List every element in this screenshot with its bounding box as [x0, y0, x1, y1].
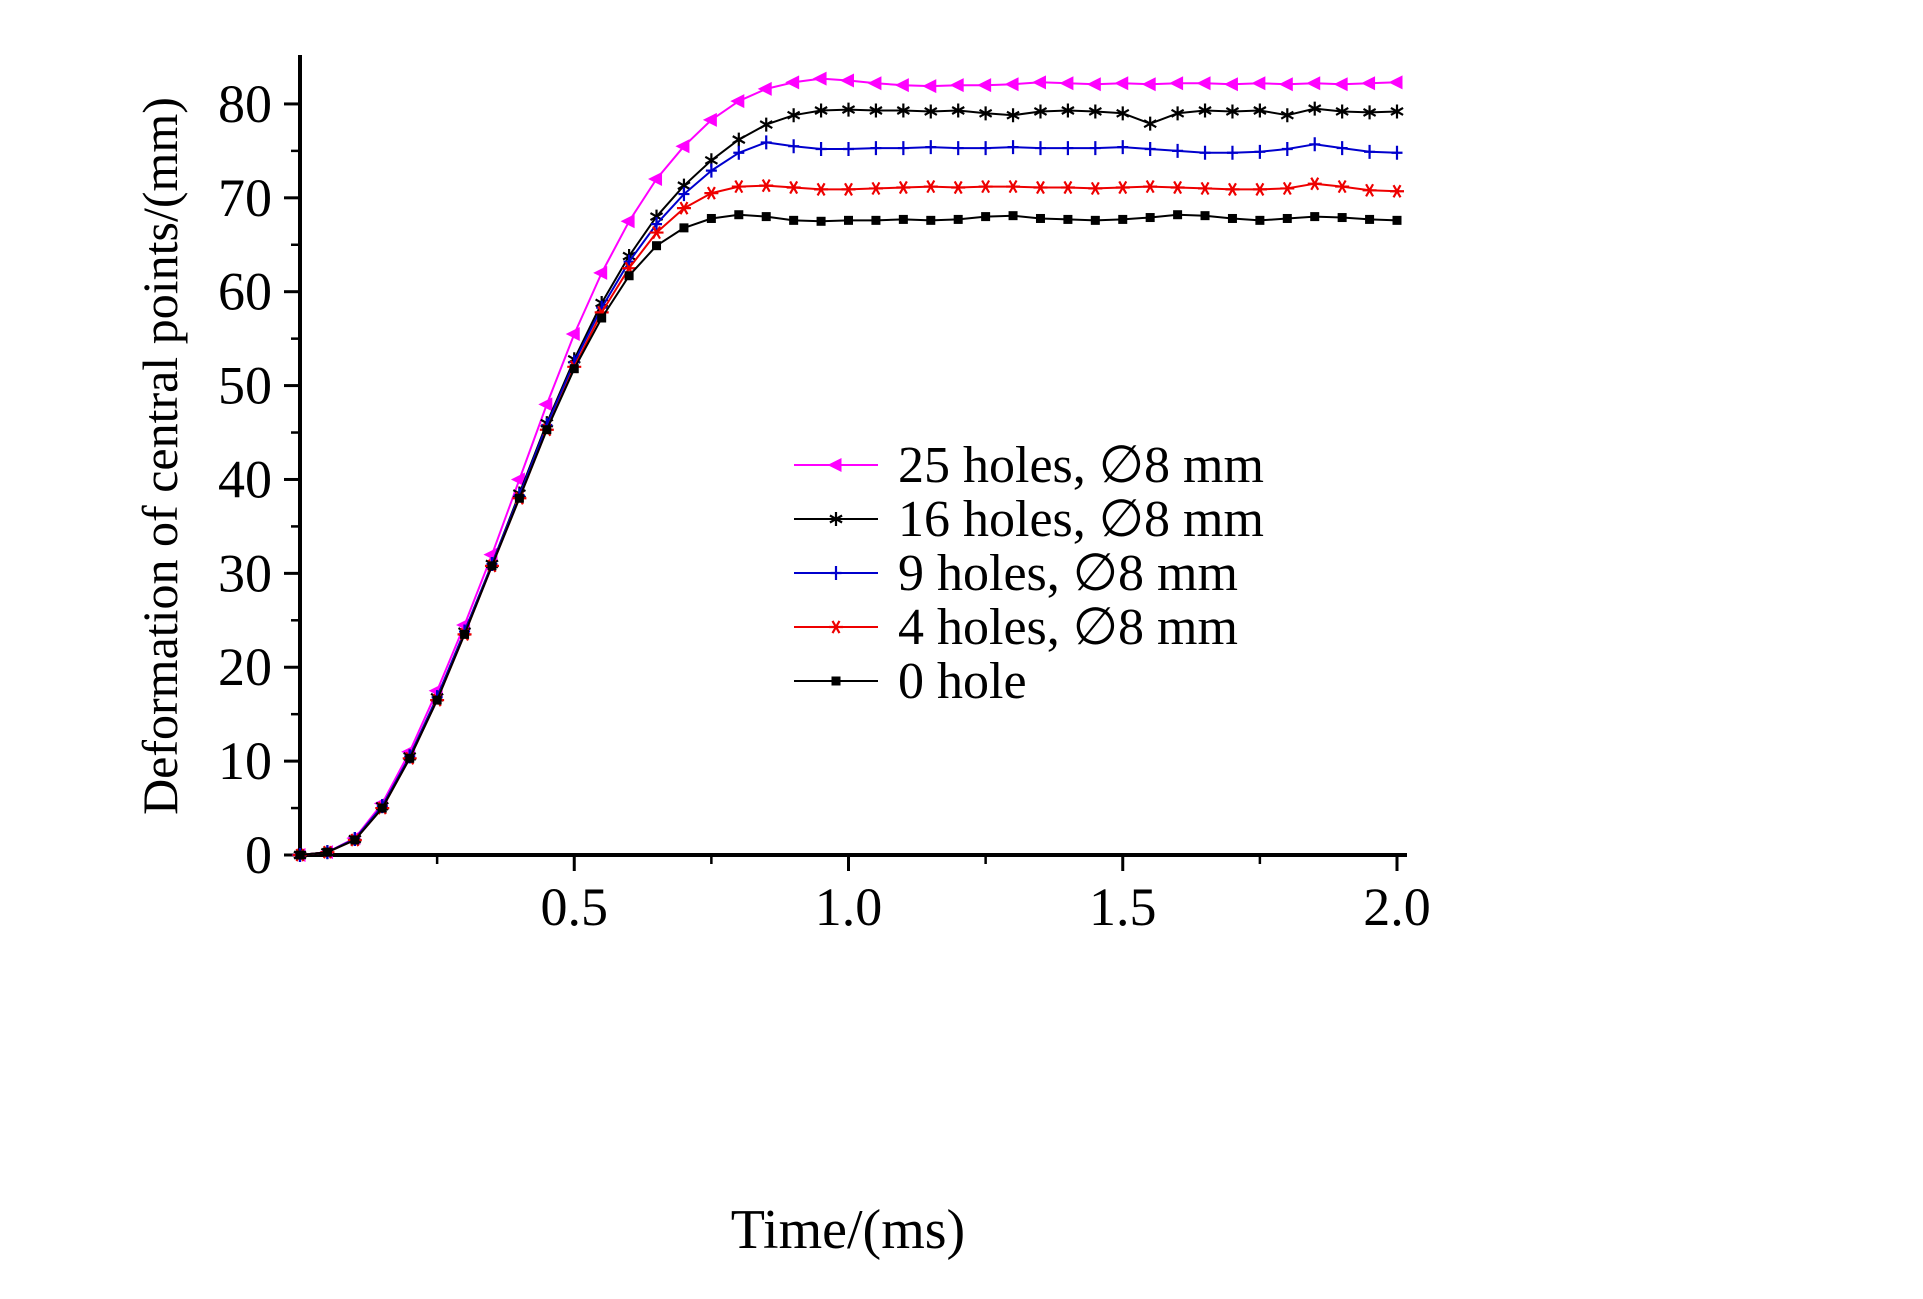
x-tick-label: 1.0	[815, 877, 883, 937]
y-tick-label: 10	[218, 731, 272, 791]
legend-item-9-holes: 9 holes, ∅8 mm	[792, 545, 1264, 602]
square-marker-icon	[794, 676, 878, 686]
y-axis-title: Deformation of central points/(mm)	[132, 97, 188, 815]
star-marker-icon	[794, 512, 878, 526]
y-tick-label: 80	[218, 74, 272, 134]
legend-label-4-holes: 4 holes, ∅8 mm	[898, 599, 1238, 656]
x-tick-label: 2.0	[1363, 877, 1431, 937]
x-axis-title: Time/(ms)	[730, 1199, 966, 1261]
legend-label-0-hole: 0 hole	[898, 652, 1027, 710]
x-tick-label: 0.5	[541, 877, 609, 937]
y-tick-label: 0	[245, 825, 272, 885]
asterisk-marker-icon	[794, 620, 878, 634]
series-markers-0-hole	[295, 210, 1402, 860]
legend-item-0-hole: 0 hole	[792, 653, 1264, 710]
plus-marker-icon	[794, 566, 878, 580]
legend-item-4-holes: 4 holes, ∅8 mm	[792, 599, 1264, 656]
y-tick-label: 60	[218, 262, 272, 322]
y-tick-label: 30	[218, 543, 272, 603]
legend: 25 holes, ∅8 mm 16 holes, ∅8 mm 9 holes, ∅…	[792, 437, 1264, 710]
x-tick-label: 1.5	[1089, 877, 1157, 937]
y-tick-label: 20	[218, 637, 272, 697]
legend-item-16-holes: 16 holes, ∅8 mm	[792, 491, 1264, 548]
y-tick-label: 50	[218, 356, 272, 416]
y-tick-label: 70	[218, 168, 272, 228]
legend-item-25-holes: 25 holes, ∅8 mm	[792, 437, 1264, 494]
legend-label-9-holes: 9 holes, ∅8 mm	[898, 545, 1238, 602]
y-tick-label: 40	[218, 449, 272, 509]
legend-label-16-holes: 16 holes, ∅8 mm	[898, 491, 1264, 548]
legend-label-25-holes: 25 holes, ∅8 mm	[898, 437, 1264, 494]
triangle-left-marker-icon	[794, 458, 878, 472]
